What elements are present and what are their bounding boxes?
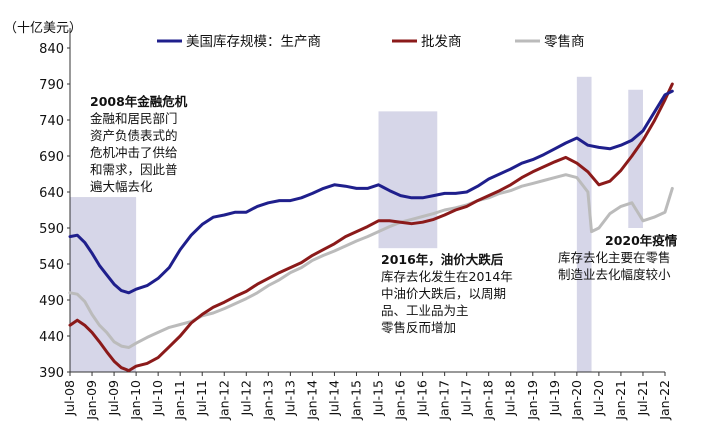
x-tick-label: Jan-19 (525, 380, 540, 421)
y-tick-label: 640 (39, 186, 64, 201)
annotation-2008-line-4: 和需求，因此普 (90, 162, 178, 177)
y-tick-label: 540 (39, 258, 64, 273)
x-tick-label: Jul-10 (150, 380, 165, 417)
y-tick-label: 440 (39, 330, 64, 345)
annotation-2020-line-1: 库存去化主要在零售 (558, 250, 671, 265)
annotation-2008: 2008年金融危机 金融和居民部门 资产负债表式的 危机冲击了供给 和需求，因此… (90, 94, 188, 194)
x-tick-label: Jan-13 (260, 380, 275, 421)
x-tick-label: Jul-12 (238, 380, 253, 417)
y-tick-labels: 390 440 490 540 590 640 690 740 790 840 (39, 42, 70, 381)
unit-label: （十亿美元） (4, 21, 82, 36)
annotation-2016-title: 2016年，油价大跌后 (381, 252, 504, 267)
x-tick-label: Jul-20 (591, 380, 606, 417)
x-tick-label: Jan-17 (437, 380, 452, 421)
x-tick-label: Jan-11 (172, 380, 187, 421)
series-line-retailers (68, 173, 674, 349)
x-tick-label: Jan-14 (304, 380, 319, 421)
y-tick-label: 390 (39, 366, 64, 381)
annotation-2008-line-1: 金融和居民部门 (90, 111, 178, 126)
annotation-2016: 2016年，油价大跌后 库存去化发生在2014年 中油价大跌后，以周期 品、工业… (381, 252, 513, 335)
y-tick-label: 490 (39, 294, 64, 309)
y-tick-label: 690 (39, 150, 64, 165)
x-tick-label: Jan-10 (128, 380, 143, 421)
legend-label-wholesalers: 批发商 (421, 34, 462, 50)
y-tick-label: 740 (39, 114, 64, 129)
annotation-2008-line-5: 遍大幅去化 (90, 179, 153, 194)
x-tick-label: Jan-21 (613, 380, 628, 421)
series-line-producers (68, 89, 674, 295)
y-tick-label: 790 (39, 78, 64, 93)
annotation-2016-line-3: 品、工业品为主 (381, 303, 469, 318)
x-tick-label: Jul-18 (503, 380, 518, 417)
x-tick-label: Jan-12 (216, 380, 231, 421)
x-tick-label: Jan-16 (393, 380, 408, 421)
series-lines (68, 82, 674, 373)
series-line-wholesalers (68, 82, 674, 373)
x-tick-label: Jan-09 (84, 380, 99, 421)
annotation-2020-line-2: 制造业去化幅度较小 (558, 267, 671, 282)
annotation-2016-line-4: 零售反而增加 (381, 320, 456, 335)
x-tick-label: Jan-20 (569, 380, 584, 421)
x-tick-label: Jan-15 (348, 380, 363, 421)
x-tick-label: Jan-18 (481, 380, 496, 421)
annotation-2008-line-3: 危机冲击了供给 (90, 145, 178, 160)
legend-label-retailers: 零售商 (544, 34, 585, 50)
x-tick-label: Jul-15 (371, 380, 386, 417)
x-tick-label: Jul-21 (635, 380, 650, 417)
annotation-2008-line-2: 资产负债表式的 (90, 128, 178, 143)
x-tick-label: Jul-11 (194, 380, 209, 417)
x-tick-label: Jan-22 (657, 380, 672, 421)
x-tick-label: Jul-13 (282, 380, 297, 417)
annotation-2008-title: 2008年金融危机 (90, 94, 188, 109)
y-tick-label: 840 (39, 42, 64, 57)
x-tick-label: Jul-19 (547, 380, 562, 417)
shaded-period-2 (378, 111, 438, 249)
annotation-2020-title: 2020年疫情 (605, 233, 678, 248)
shaded-period-1 (70, 197, 137, 372)
shaded-periods (70, 76, 643, 373)
shaded-period-3 (576, 76, 592, 373)
x-tick-label: Jul-17 (459, 380, 474, 417)
legend-label-producers: 美国库存规模：生产商 (186, 34, 321, 50)
axes (69, 28, 665, 373)
x-tick-label: Jul-14 (326, 380, 341, 417)
y-tick-label: 590 (39, 222, 64, 237)
shaded-period-4 (628, 89, 643, 228)
annotation-2016-line-2: 中油价大跌后，以周期 (381, 286, 506, 301)
x-tick-label: Jul-16 (415, 380, 430, 417)
x-tick-labels: Jul-08 Jan-09 Jul-09 Jan-10 Jul-10 Jan-11 Jul-… (62, 372, 672, 421)
legend: 美国库存规模：生产商 批发商 零售商 (157, 34, 585, 50)
annotation-2020: 2020年疫情 库存去化主要在零售 制造业去化幅度较小 (558, 233, 678, 282)
x-tick-label: Jul-08 (62, 380, 77, 417)
annotation-2016-line-1: 库存去化发生在2014年 (381, 269, 513, 284)
x-tick-label: Jul-09 (106, 380, 121, 417)
